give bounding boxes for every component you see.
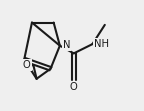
Text: O: O [23, 60, 31, 70]
Text: N: N [63, 40, 70, 50]
Text: O: O [70, 82, 78, 92]
Text: NH: NH [93, 39, 109, 49]
